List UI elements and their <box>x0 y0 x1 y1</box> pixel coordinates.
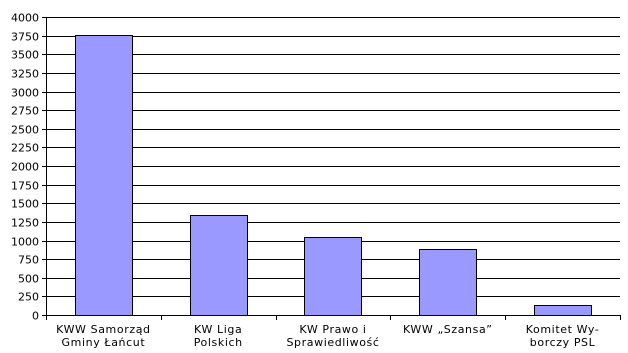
x-category-label: KW Prawo i Sprawiedliwość <box>286 323 379 349</box>
axes <box>42 17 621 320</box>
y-tick-label: 1750 <box>11 180 39 193</box>
x-category-label: KWW Samorząd Gminy Łańcut <box>56 323 150 349</box>
bar <box>419 249 477 316</box>
y-tick-label: 2500 <box>11 124 39 137</box>
y-tick-label: 1000 <box>11 236 39 249</box>
y-tick-label: 250 <box>18 291 39 304</box>
bar <box>304 237 362 316</box>
y-tick-label: 2750 <box>11 105 39 118</box>
x-category-label: Komitet Wy-borczy PSL <box>526 323 600 349</box>
bar <box>534 305 592 316</box>
y-tick-label: 1250 <box>11 217 39 230</box>
y-tick-label: 3750 <box>11 31 39 44</box>
bar <box>190 215 248 316</box>
bar <box>75 35 133 316</box>
y-tick-label: 3000 <box>11 87 39 100</box>
y-tick-label: 0 <box>32 310 39 323</box>
x-category-label: KWW „Szansa” <box>403 323 493 336</box>
y-tick-label: 3250 <box>11 68 39 81</box>
y-tick-label: 2000 <box>11 161 39 174</box>
y-tick-label: 500 <box>18 273 39 286</box>
y-tick-labels: 0 250 500 750 1000 1250 1500 1750 2000 2250 2500 27… <box>11 12 39 323</box>
x-category-label: KW Liga Polskich <box>194 323 243 349</box>
y-tick-label: 750 <box>18 254 39 267</box>
y-tick-label: 1500 <box>11 198 39 211</box>
y-tick-label: 2250 <box>11 142 39 155</box>
gridlines <box>46 17 620 297</box>
bars <box>75 35 592 316</box>
x-category-labels: KWW Samorząd Gminy Łańcut KW Liga Polskich K… <box>56 323 599 349</box>
y-tick-label: 3500 <box>11 49 39 62</box>
y-tick-label: 4000 <box>11 12 39 25</box>
